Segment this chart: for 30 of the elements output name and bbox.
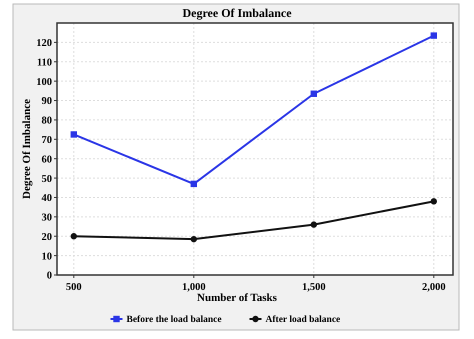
legend-label: Before the load balance [126, 315, 222, 325]
point [190, 236, 197, 242]
x-tick-label: 1,500 [302, 282, 326, 293]
y-tick-label: 80 [42, 116, 52, 127]
legend-label: After load balance [266, 315, 340, 325]
point [430, 32, 437, 39]
point [430, 198, 437, 205]
y-tick-label: 60 [42, 154, 52, 166]
x-tick-label: 2,000 [422, 282, 446, 293]
y-tick-label: 120 [36, 38, 52, 50]
x-tick-label: 500 [66, 282, 82, 293]
point [190, 180, 197, 188]
point [310, 221, 317, 228]
y-tick-label: 0 [46, 270, 52, 282]
y-tick-label: 70 [42, 134, 52, 146]
y-tick-label: 110 [36, 57, 52, 68]
point [70, 233, 77, 240]
y-tick-label: 10 [42, 251, 52, 262]
point [70, 131, 77, 138]
y-tick-label: 20 [42, 232, 52, 243]
y-tick-label: 30 [42, 212, 52, 224]
chart-title: Degree Of Imbalance [182, 6, 292, 20]
point [310, 90, 317, 97]
y-tick-label: 90 [42, 96, 52, 108]
y-axis-title: Degree Of Imbalance [21, 98, 33, 199]
x-tick-label: 1,000 [182, 282, 206, 293]
y-tick-label: 100 [36, 76, 52, 88]
y-tick-label: 50 [42, 174, 52, 185]
y-tick-label: 40 [42, 193, 52, 204]
x-axis-title: Number of Tasks [197, 292, 278, 304]
